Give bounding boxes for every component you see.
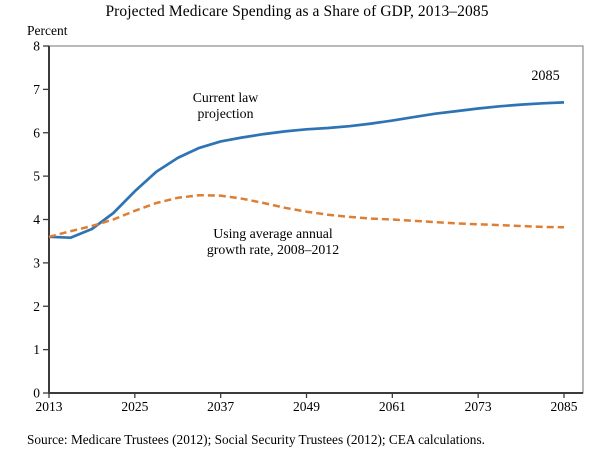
x-tick-label: 2061 — [379, 399, 406, 414]
x-tick-label: 2049 — [293, 399, 320, 414]
end-year-label: 2085 — [531, 68, 560, 84]
series-line-current-law — [48, 101, 565, 240]
y-axis-unit-label: Percent — [27, 23, 68, 38]
plot-frame — [48, 45, 584, 394]
y-tick-label: 4 — [33, 212, 40, 227]
source-note: Source: Medicare Trustees (2012); Social… — [27, 432, 485, 447]
x-tick-label: 2025 — [121, 399, 148, 414]
chart-title: Projected Medicare Spending as a Share o… — [105, 3, 489, 20]
x-tick-label: 2013 — [36, 399, 63, 414]
x-tick-label: 2073 — [465, 399, 492, 414]
y-tick-label: 6 — [33, 125, 40, 140]
y-tick-label: 8 — [33, 39, 40, 54]
y-tick-label: 1 — [33, 342, 40, 357]
y-tick-label: 3 — [33, 255, 40, 270]
growth-rate-annotation: Using average annual growth rate, 2008–2… — [168, 226, 378, 259]
x-tick-label: 2037 — [207, 399, 234, 414]
current-law-annotation-line1: Current law — [192, 90, 259, 105]
x-tick-label: 2085 — [551, 399, 578, 414]
y-tick-label: 5 — [33, 169, 40, 184]
current-law-annotation-line2: projection — [197, 106, 254, 122]
y-tick-label: 7 — [33, 82, 40, 97]
growth-rate-annotation-line2: growth rate, 2008–2012 — [206, 242, 340, 258]
y-tick-label: 2 — [33, 299, 40, 314]
y-tick-label: 0 — [33, 386, 40, 401]
current-law-annotation: Current law projection — [148, 90, 303, 123]
growth-rate-annotation-line1: Using average annual — [213, 226, 333, 241]
series-line-growth-rate — [48, 193, 565, 239]
